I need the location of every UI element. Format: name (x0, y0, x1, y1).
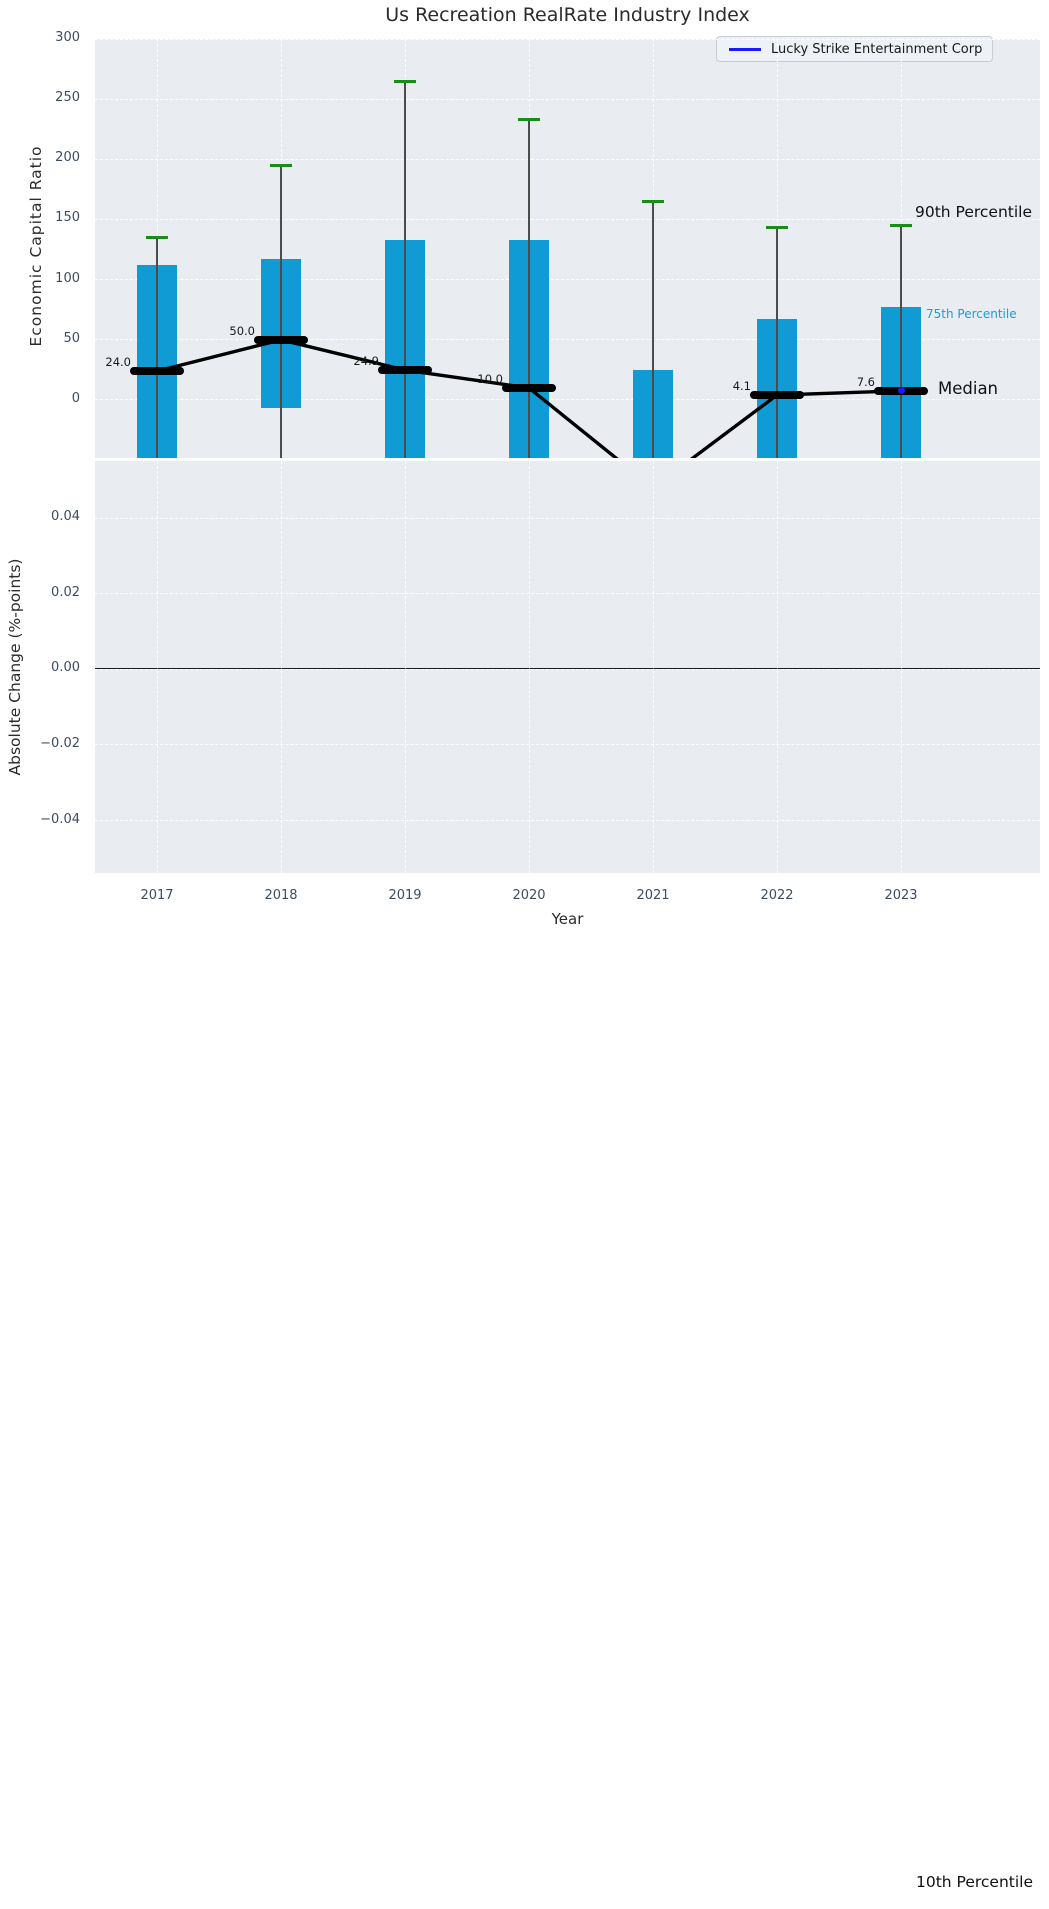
gridline-vertical (404, 461, 406, 873)
whisker-line (900, 225, 902, 458)
chart-title: Us Recreation RealRate Industry Index (385, 4, 750, 26)
median-marker (254, 335, 308, 344)
gridline-vertical (528, 461, 530, 873)
median-marker (750, 391, 804, 400)
gridline-vertical (776, 461, 778, 873)
gridline-horizontal (95, 517, 1040, 519)
y-tick-label: 300 (55, 30, 80, 45)
legend: Lucky Strike Entertainment Corp (716, 36, 994, 62)
y-tick-label: 0.02 (51, 584, 80, 600)
annotation-90th-percentile: 90th Percentile (915, 203, 1033, 221)
x-tick-label: 2018 (264, 888, 298, 903)
y-tick-label: 50 (63, 330, 80, 346)
legend-line-swatch (729, 47, 761, 51)
gridline-horizontal (95, 668, 1040, 670)
whisker-cap-90th (518, 118, 540, 122)
x-tick-label: 2017 (140, 888, 174, 903)
gridline-vertical (652, 461, 654, 873)
gridline-horizontal (95, 158, 1040, 160)
whisker-cap-90th (270, 163, 292, 167)
gridline-horizontal (95, 279, 1040, 281)
y-tick-label: 150 (55, 210, 80, 226)
gridline-vertical (280, 461, 282, 873)
gridline-horizontal (95, 399, 1040, 401)
median-value-label: 24.9 (353, 354, 379, 369)
gridline-horizontal (95, 218, 1040, 220)
gridline-horizontal (95, 593, 1040, 595)
gridline-horizontal (95, 38, 1040, 40)
gridline-vertical (900, 461, 902, 873)
y-tick-label: −0.04 (40, 811, 80, 827)
whisker-cap-90th (146, 236, 168, 240)
y-tick-label: −0.02 (40, 735, 80, 751)
bottom-y-axis-label: Absolute Change (%-points) (6, 558, 24, 776)
y-tick-label: 100 (55, 270, 80, 286)
gridline-horizontal (95, 98, 1040, 100)
x-tick-label: 2019 (388, 888, 422, 903)
y-tick-label: 200 (55, 150, 80, 166)
top-y-axis-label: Economic Capital Ratio (27, 145, 45, 347)
median-value-label: 4.1 (732, 379, 751, 394)
zero-reference-line (95, 668, 1040, 670)
y-tick-label: 250 (55, 90, 80, 106)
whisker-cap-90th (642, 199, 664, 203)
gridline-horizontal (95, 339, 1040, 341)
annotation-10th-percentile: 10th Percentile (916, 1873, 1034, 1891)
whisker-line (156, 237, 158, 458)
x-tick-label: 2020 (512, 888, 546, 903)
annotation-75th-percentile: 75th Percentile (926, 307, 1017, 321)
x-axis-label: Year (551, 910, 584, 928)
annotation-median: Median (938, 379, 999, 398)
whisker-line (776, 227, 778, 458)
whisker-line (652, 201, 654, 458)
x-tick-label: 2021 (636, 888, 670, 903)
bottom-axes-absolute-change (95, 461, 1040, 873)
median-marker (502, 383, 556, 392)
company-data-point (897, 387, 905, 395)
gridline-horizontal (95, 744, 1040, 746)
whisker-line (280, 165, 282, 458)
whisker-cap-90th (394, 79, 416, 83)
median-line (156, 338, 902, 458)
x-tick-label: 2022 (760, 888, 794, 903)
median-value-label: 50.0 (229, 323, 255, 338)
legend-entry-label: Lucky Strike Entertainment Corp (771, 41, 983, 57)
gridline-vertical (156, 461, 158, 873)
median-marker (378, 366, 432, 375)
gridline-horizontal (95, 820, 1040, 821)
whisker-cap-90th (766, 226, 788, 230)
x-tick-label: 2023 (884, 888, 918, 903)
median-marker (130, 367, 184, 376)
y-tick-label: 0.04 (51, 509, 80, 525)
whisker-line (528, 119, 530, 458)
whisker-line (404, 81, 406, 458)
y-tick-label: 0.00 (51, 660, 80, 676)
median-value-label: 7.6 (856, 374, 875, 389)
median-value-label: 24.0 (105, 355, 131, 370)
y-tick-label: 0 (71, 390, 80, 406)
median-value-label: 10.0 (477, 371, 503, 386)
whisker-cap-90th (890, 224, 912, 228)
